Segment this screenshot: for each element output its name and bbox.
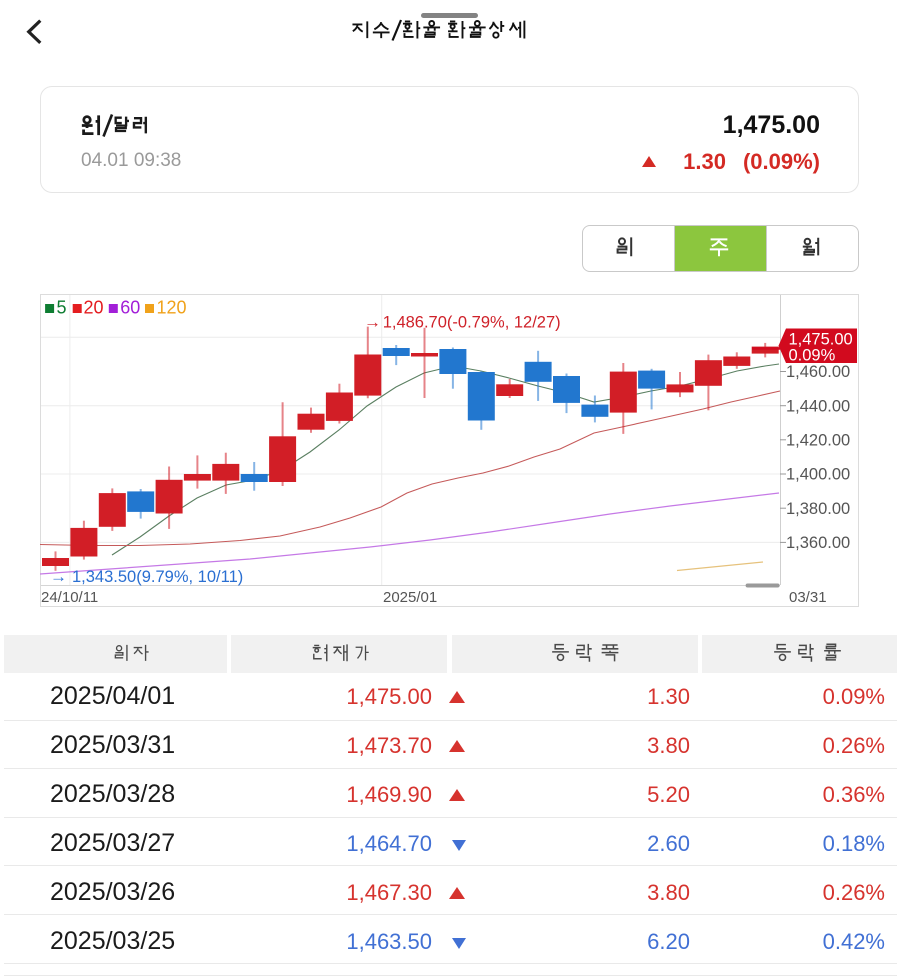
svg-text:24/10/11: 24/10/11 bbox=[41, 589, 98, 606]
svg-text:1,380.00: 1,380.00 bbox=[786, 500, 850, 518]
svg-text:20: 20 bbox=[84, 298, 104, 318]
svg-text:1,486.70(-0.79%, 12/27): 1,486.70(-0.79%, 12/27) bbox=[383, 314, 561, 332]
svg-text:120: 120 bbox=[157, 298, 187, 318]
svg-text:1,440.00: 1,440.00 bbox=[786, 397, 850, 415]
svg-text:5: 5 bbox=[57, 298, 67, 318]
svg-text:1,343.50(9.79%, 10/11): 1,343.50(9.79%, 10/11) bbox=[72, 568, 243, 586]
svg-text:0.09%: 0.09% bbox=[789, 347, 836, 365]
svg-text:1,420.00: 1,420.00 bbox=[786, 432, 850, 450]
svg-text:03/31: 03/31 bbox=[789, 589, 827, 606]
svg-text:→: → bbox=[364, 313, 381, 332]
svg-text:1,360.00: 1,360.00 bbox=[786, 534, 850, 552]
svg-text:60: 60 bbox=[120, 298, 140, 318]
svg-text:1,400.00: 1,400.00 bbox=[786, 466, 850, 484]
svg-text:1,475.00: 1,475.00 bbox=[789, 331, 853, 349]
svg-text:2025/01: 2025/01 bbox=[383, 589, 437, 606]
svg-text:→: → bbox=[50, 567, 67, 586]
svg-text:1,460.00: 1,460.00 bbox=[786, 363, 850, 381]
